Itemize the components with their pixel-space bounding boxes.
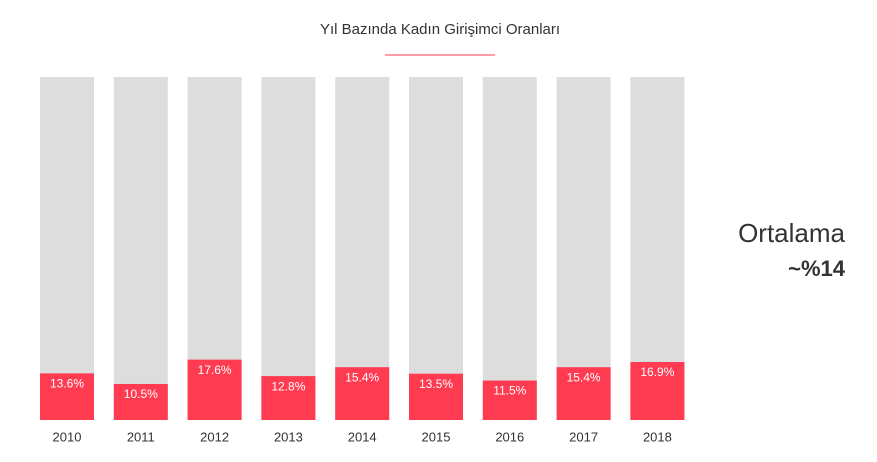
- value-label: 15.4%: [345, 370, 379, 384]
- x-tick-label: 2017: [569, 429, 598, 444]
- x-tick-label: 2011: [127, 429, 155, 444]
- annotation: Ortalama: [738, 218, 845, 248]
- x-tick-label: 2010: [53, 429, 82, 444]
- bar: [482, 380, 537, 420]
- value-label: 11.5%: [493, 384, 526, 398]
- bar-track: [556, 77, 611, 420]
- x-tick-label: 2014: [348, 429, 377, 444]
- bar: [113, 383, 168, 420]
- x-tick-label: 2015: [422, 429, 451, 444]
- bar: [261, 376, 316, 420]
- bar: [40, 373, 94, 420]
- x-tick-label: 2018: [643, 429, 672, 444]
- value-label: 16.9%: [640, 365, 674, 379]
- bar-track: [409, 77, 463, 420]
- x-tick-label: 2012: [200, 429, 229, 444]
- value-label: 10.5%: [124, 387, 158, 401]
- bar-track: [335, 77, 390, 420]
- bar-track: [113, 77, 168, 420]
- bar-track: [261, 77, 316, 420]
- chart-title: Yıl Bazında Kadın Girişimci Oranları: [320, 21, 560, 38]
- value-label: 13.5%: [419, 377, 453, 391]
- bar: [187, 359, 242, 420]
- x-tick-label: 2016: [495, 429, 524, 444]
- value-label: 17.6%: [198, 363, 232, 377]
- bar: [556, 367, 611, 420]
- bar-track: [482, 77, 537, 420]
- value-label: 12.8%: [271, 379, 305, 393]
- value-label: 15.4%: [567, 370, 601, 384]
- x-tick-label: 2013: [274, 429, 303, 444]
- value-label: 13.6%: [50, 377, 84, 391]
- bar-track: [40, 77, 94, 420]
- annotation: ~%14: [788, 256, 846, 281]
- bar: [630, 362, 685, 420]
- bar: [335, 367, 390, 420]
- bar: [409, 373, 463, 420]
